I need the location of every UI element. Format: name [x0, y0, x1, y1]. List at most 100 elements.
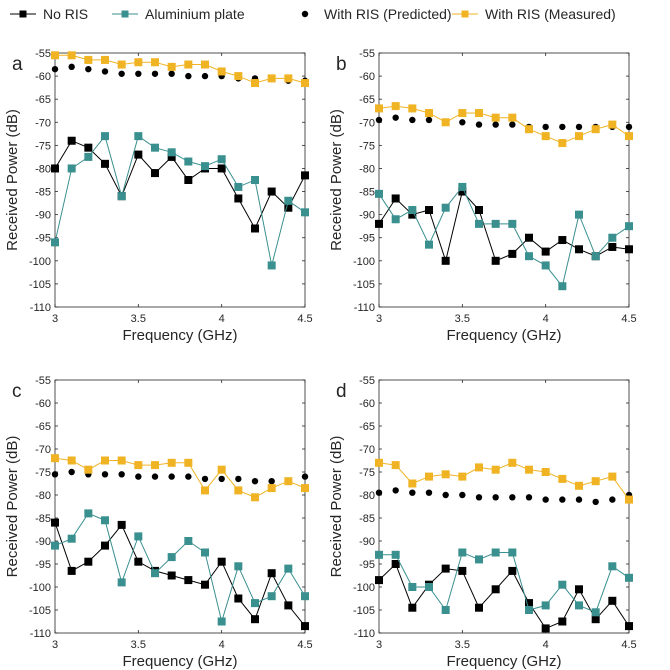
panel-c-point-with-ris-measured — [67, 456, 76, 465]
panel-b-point-with-ris-measured — [491, 113, 500, 122]
legend-marker-aluminium-plate — [121, 10, 129, 18]
panel-b-y-tick-label: -105 — [353, 279, 375, 291]
panel-d-y-tick-label: -60 — [359, 398, 375, 410]
panel-b-y-tick-label: -110 — [354, 302, 375, 314]
panel-a-point-with-ris-predicted — [135, 70, 142, 77]
panel-b-point-with-ris-measured — [508, 113, 517, 122]
panel-c-point-no-ris — [284, 601, 293, 610]
panel-b-point-with-ris-measured — [541, 132, 550, 141]
panel-a-point-aluminium-plate — [117, 192, 126, 201]
panel-b-point-with-ris-predicted — [459, 119, 466, 126]
panel-c-point-with-ris-measured — [84, 465, 93, 474]
panel-b-point-with-ris-measured — [575, 132, 583, 141]
panel-b-y-tick-label: -95 — [359, 233, 375, 245]
panel-c-point-with-ris-predicted — [218, 475, 225, 483]
panel-b-point-with-ris-predicted — [392, 114, 399, 121]
panel-c-point-with-ris-measured — [201, 486, 209, 495]
panel-c-y-tick-label: -90 — [35, 536, 51, 548]
legend-item-with-ris-measured: With RIS (Measured) — [452, 6, 616, 22]
panel-c-plot-area — [54, 379, 306, 634]
panel-a-point-no-ris — [134, 150, 143, 159]
panel-b-point-no-ris — [625, 245, 633, 254]
panel-b-series-no-ris — [375, 187, 633, 265]
panel-d-point-aluminium-plate — [375, 550, 383, 559]
panel-a-point-with-ris-measured — [101, 55, 109, 64]
panel-c-line-with-ris-measured — [54, 457, 306, 498]
panel-d-point-no-ris — [391, 560, 400, 568]
panel-a-point-with-ris-measured — [267, 74, 276, 83]
panel-d-series-aluminium-plate — [375, 548, 633, 617]
panel-d-point-aluminium-plate — [441, 606, 450, 614]
panel-d-point-no-ris — [441, 564, 450, 573]
panel-b-point-no-ris — [475, 206, 483, 215]
panel-b-point-with-ris-predicted — [542, 123, 549, 131]
panel-c-point-no-ris — [117, 520, 126, 529]
panel-c-point-with-ris-predicted — [251, 478, 259, 485]
panel-b-point-no-ris — [441, 256, 450, 265]
panel-a-series-aluminium-plate — [51, 132, 309, 270]
panel-b-y-tick-label: -100 — [353, 256, 375, 268]
panel-b-y-ticks: -55 -60 -65 -70 -75 -80 -85 -90 -95 -100 -105 -110 — [353, 48, 629, 314]
panel-d-y-tick-label: -55 — [359, 375, 375, 387]
panel-c-point-with-ris-measured — [301, 484, 309, 493]
panel-a-point-no-ris — [51, 164, 59, 173]
panel-c-point-no-ris — [251, 615, 259, 624]
panel-b-point-aluminium-plate — [375, 189, 383, 198]
panel-b-y-tick-label: -80 — [359, 163, 375, 175]
panel-d-point-with-ris-predicted — [559, 496, 566, 503]
panel-d-point-no-ris — [475, 603, 483, 612]
panel-a-point-with-ris-measured — [251, 79, 259, 88]
panel-d-point-with-ris-predicted — [459, 491, 466, 499]
panel-c-point-no-ris — [167, 571, 176, 580]
panel-b-point-no-ris — [608, 242, 617, 251]
panel-c-point-aluminium-plate — [51, 541, 59, 550]
panel-b-y-axis-label: Received Power (dB) — [328, 109, 345, 251]
panel-a-y-tick-label: -60 — [35, 71, 51, 83]
panel-d-point-no-ris — [608, 596, 617, 605]
panel-b-point-aluminium-plate — [425, 240, 433, 249]
panel-d-point-with-ris-predicted — [525, 494, 533, 501]
panel-b-point-with-ris-measured — [375, 104, 383, 113]
panel-d-point-with-ris-predicted — [475, 494, 483, 501]
panel-c-point-no-ris — [67, 566, 76, 575]
panel-b-point-no-ris — [541, 247, 550, 256]
panel-d-point-no-ris — [408, 603, 417, 612]
panel-d-point-aluminium-plate — [591, 608, 600, 617]
panel-b-point-with-ris-predicted — [625, 123, 633, 131]
panel-c-point-with-ris-measured — [234, 486, 243, 495]
panel-d-line-with-ris-measured — [378, 462, 630, 500]
panel-d: -55-60-65-70-75-80-85-90-95-100-105-1103… — [328, 375, 637, 670]
panel-d-point-with-ris-measured — [558, 474, 567, 483]
panel-a-y-tick-label: -70 — [35, 117, 51, 129]
panel-b-point-no-ris — [525, 233, 533, 242]
panel-c-point-no-ris — [84, 557, 93, 566]
panel-c-y-tick-label: -70 — [35, 444, 51, 456]
panel-a-point-aluminium-plate — [184, 157, 193, 166]
panel-d-point-no-ris — [491, 585, 500, 594]
panel-c-point-with-ris-predicted — [201, 475, 209, 483]
panel-a-point-with-ris-measured — [301, 79, 309, 88]
panel-a-point-with-ris-predicted — [151, 70, 159, 77]
panel-b-line-with-ris-measured — [378, 105, 630, 144]
panel-d-y-tick-label: -110 — [354, 628, 375, 640]
panel-c-point-aluminium-plate — [184, 537, 193, 545]
panel-a-point-no-ris — [84, 143, 93, 152]
panel-c-x-tick-label: 3 — [52, 639, 58, 651]
panel-d-y-tick-label: -100 — [353, 582, 375, 594]
panel-c-y-tick-label: -85 — [35, 513, 51, 525]
panel-a-line-aluminium-plate — [54, 135, 306, 266]
panel-c-x-tick-label: 4 — [219, 639, 225, 651]
panel-a-point-with-ris-predicted — [68, 63, 75, 71]
panel-b-point-aluminium-plate — [575, 210, 583, 219]
panel-b-series-aluminium-plate — [375, 182, 633, 291]
panel-d-point-aluminium-plate — [425, 583, 433, 591]
panel-b-x-ticks: 3 3.5 4 4.5 — [376, 53, 637, 325]
panel-b-point-no-ris — [508, 249, 517, 258]
panel-b-point-with-ris-measured — [458, 109, 467, 118]
panel-c-point-with-ris-measured — [267, 484, 276, 493]
panel-c-point-with-ris-predicted — [151, 473, 159, 480]
panel-c-y-tick-label: -105 — [29, 605, 51, 617]
panel-b-point-with-ris-measured — [625, 132, 633, 141]
panel-d-point-aluminium-plate — [541, 601, 550, 610]
panel-d-x-tick-label: 4.5 — [621, 639, 636, 651]
